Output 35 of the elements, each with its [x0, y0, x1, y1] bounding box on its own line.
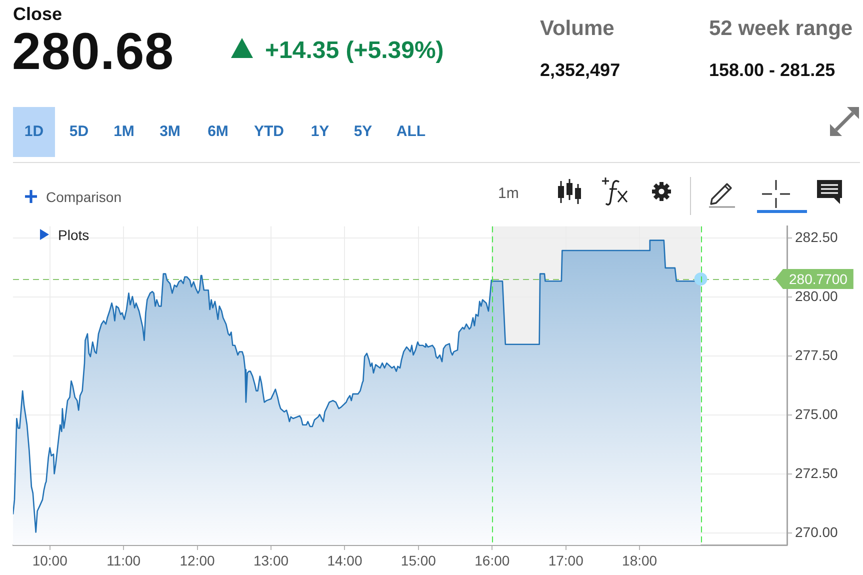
x-tick-label: 14:00 [327, 552, 362, 568]
text: 5D [68, 123, 90, 140]
annotation: Plots [58, 227, 90, 243]
x-tick-label: 16:00 [474, 552, 510, 568]
y-tick-label: 270.00 [795, 524, 838, 540]
text: 1D [23, 123, 45, 140]
x-tick-label: 17:00 [548, 552, 584, 568]
y-tick-label: 280.00 [795, 288, 838, 304]
chart-title: Close [13, 4, 62, 24]
text: 52 week range [709, 17, 853, 40]
y-tick-label: 272.50 [795, 465, 838, 482]
text: 6M [206, 123, 230, 140]
x-tick-label: 15:00 [400, 552, 436, 568]
text: 5Y [352, 123, 374, 140]
y-tick-label: 282.50 [795, 229, 838, 246]
text: 3M [158, 123, 182, 140]
y-tick-label: 275.00 [795, 406, 838, 422]
x-tick-label: 10:00 [32, 552, 68, 568]
text: 1m [498, 185, 519, 202]
ref-line-label: 280.7700 [788, 270, 848, 287]
chart-subtitle: 280.68 [12, 23, 174, 81]
text: YTD [253, 123, 285, 140]
x-tick-label: 18:00 [622, 552, 658, 568]
x-tick-label: 11:00 [106, 552, 141, 568]
text: Comparison [46, 189, 122, 205]
text: 1M [112, 123, 136, 140]
x-tick-label: 13:00 [253, 552, 289, 568]
text: 158.00 - 281.25 [709, 60, 836, 80]
y-tick-label: 277.50 [795, 347, 838, 364]
text: ALL [395, 123, 427, 140]
text: 2,352,497 [540, 60, 620, 80]
text: Volume [540, 17, 614, 40]
x-tick-label: 12:00 [180, 552, 216, 568]
text: +14.35 (+5.39%) [265, 37, 444, 64]
text: 1Y [310, 123, 330, 140]
